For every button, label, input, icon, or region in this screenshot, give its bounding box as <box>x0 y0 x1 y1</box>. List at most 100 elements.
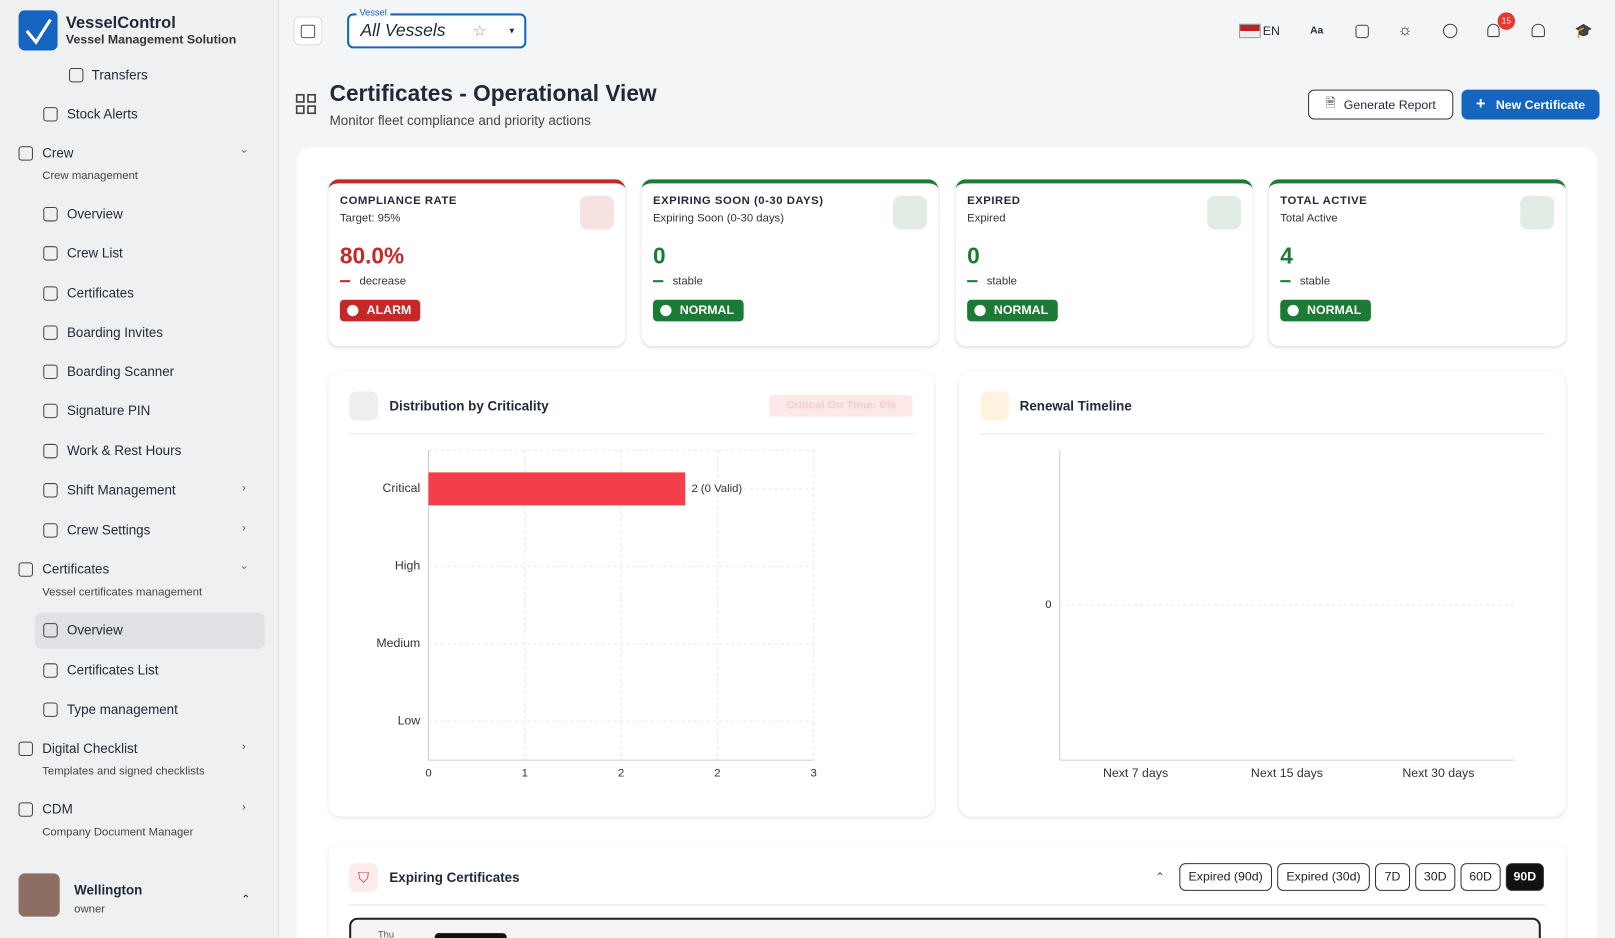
y-tick-label: Low <box>398 714 421 728</box>
nav-item[interactable]: Certificates <box>42 561 110 577</box>
page-subtitle: Monitor fleet compliance and priority ac… <box>329 112 591 129</box>
nav-item[interactable]: Transfers <box>91 66 148 83</box>
kpi-value: 4 <box>1280 243 1293 269</box>
nav-item[interactable]: Certificates List <box>66 662 159 678</box>
user-menu-chevron[interactable]: ⌃ <box>241 893 251 906</box>
x-tick-label: Next 30 days <box>1402 766 1474 780</box>
kpi-title: EXPIRED <box>967 194 1021 208</box>
nav-icon <box>43 702 58 717</box>
nav-item[interactable]: Signature PIN <box>66 402 151 419</box>
user-name: Wellington <box>74 882 143 898</box>
nav-subtitle: Vessel certificates management <box>42 586 203 599</box>
nav-icon <box>43 207 58 222</box>
x-tick-label: 0 <box>425 767 431 779</box>
kpi-trend-icon <box>967 280 978 283</box>
support-icon[interactable] <box>1531 23 1545 38</box>
kpi-title: COMPLIANCE RATE <box>339 194 457 208</box>
nav-icon <box>43 523 58 538</box>
kpi-status: NORMAL <box>653 299 744 322</box>
kpi-subtitle: Expired <box>967 212 1006 225</box>
nav-item[interactable]: Certificates <box>66 285 134 301</box>
kpi-icon <box>892 195 927 230</box>
nav-item[interactable]: Boarding Scanner <box>66 363 175 380</box>
nav-subtitle: Templates and signed checklists <box>42 765 205 778</box>
filter-button[interactable]: 7D <box>1375 863 1411 891</box>
collapse-icon[interactable]: ⌃ <box>1155 871 1165 884</box>
notification-badge: 15 <box>1497 12 1516 30</box>
kpi-value: 0 <box>967 243 980 269</box>
nav-item[interactable]: Crew Settings <box>66 522 151 538</box>
nav-item[interactable]: CDM <box>42 801 73 817</box>
nav-item[interactable]: Digital Checklist <box>42 740 138 756</box>
nav-item[interactable]: Stock Alerts <box>66 106 138 122</box>
calendar-icon <box>980 391 1010 421</box>
kpi-status: NORMAL <box>1280 299 1371 322</box>
filter-button[interactable]: Expired (90d) <box>1179 863 1273 891</box>
x-tick-label: 2 <box>618 767 624 779</box>
logo <box>18 10 58 51</box>
kpi-status: NORMAL <box>967 299 1058 322</box>
nav-item[interactable]: Crew List <box>66 245 123 261</box>
active-item <box>35 612 265 649</box>
favorite-icon[interactable]: ☆ <box>472 22 487 41</box>
new-certificate-button[interactable]: + New Certificate <box>1461 89 1600 120</box>
nav-icon <box>43 443 58 459</box>
kpi-value: 0 <box>653 243 666 269</box>
user-role: owner <box>74 903 106 916</box>
filter-button[interactable]: 60D <box>1460 863 1501 891</box>
avatar <box>18 873 60 917</box>
nav-item[interactable]: Shift Management <box>66 482 176 498</box>
nav-icon <box>43 663 58 678</box>
nav-icon <box>43 623 58 638</box>
kpi-trend-icon <box>339 280 351 283</box>
nav-chevron[interactable]: › <box>242 522 246 535</box>
divider <box>349 904 1545 906</box>
nav-item[interactable]: Work & Rest Hours <box>66 442 182 459</box>
y-tick-label: High <box>395 559 421 573</box>
chart-title: Distribution by Criticality <box>389 398 549 414</box>
sidebar-toggle[interactable] <box>293 16 323 46</box>
nav-item[interactable]: Type management <box>66 701 178 717</box>
nav-item[interactable]: Crew <box>42 145 74 161</box>
chart-icon <box>349 391 378 421</box>
nav-chevron[interactable]: › <box>242 482 246 495</box>
nav-item[interactable]: Overview <box>66 622 123 638</box>
learning-icon[interactable]: 🎓 <box>1574 22 1593 39</box>
theme-icon[interactable]: ☼ <box>1397 21 1413 40</box>
nav-chevron[interactable]: › <box>242 740 246 753</box>
criticality-card <box>328 370 935 817</box>
generate-report-button[interactable]: 🗎 Generate Report <box>1308 89 1454 120</box>
kpi-card <box>955 179 1253 347</box>
kpi-value: 80.0% <box>339 243 405 269</box>
search-icon[interactable] <box>1442 23 1458 39</box>
y-tick-label: Medium <box>376 636 420 650</box>
language[interactable]: EN <box>1262 23 1280 39</box>
vessel-label: Vessel <box>356 7 390 18</box>
nav-item[interactable]: Overview <box>66 205 123 222</box>
divider <box>979 433 1545 435</box>
kpi-title: TOTAL ACTIVE <box>1280 194 1368 208</box>
day-pill <box>434 933 507 938</box>
filter-button[interactable]: Expired (30d) <box>1277 863 1370 891</box>
fullscreen-icon[interactable] <box>1355 24 1369 39</box>
flag[interactable] <box>1239 23 1261 39</box>
kpi-subtitle: Total Active <box>1280 212 1338 225</box>
page-title: Certificates - Operational View <box>329 80 657 107</box>
nav-icon <box>18 146 33 161</box>
filter-button[interactable]: 90D <box>1505 863 1544 891</box>
bell-icon[interactable] <box>1487 23 1500 38</box>
font-size-icon[interactable]: Aa <box>1310 25 1324 37</box>
filter-button[interactable]: 30D <box>1415 863 1456 891</box>
kpi-trend: decrease <box>359 275 407 288</box>
vessel-select[interactable] <box>347 13 527 49</box>
nav-item[interactable]: Boarding Invites <box>66 324 163 340</box>
nav-icon <box>43 286 58 301</box>
nav-chevron[interactable]: › <box>242 801 246 814</box>
y-tick-label: Critical <box>383 481 421 495</box>
caret[interactable]: ▼ <box>507 26 516 36</box>
x-tick-label: 3 <box>811 767 817 779</box>
kpi-trend: stable <box>986 275 1017 288</box>
